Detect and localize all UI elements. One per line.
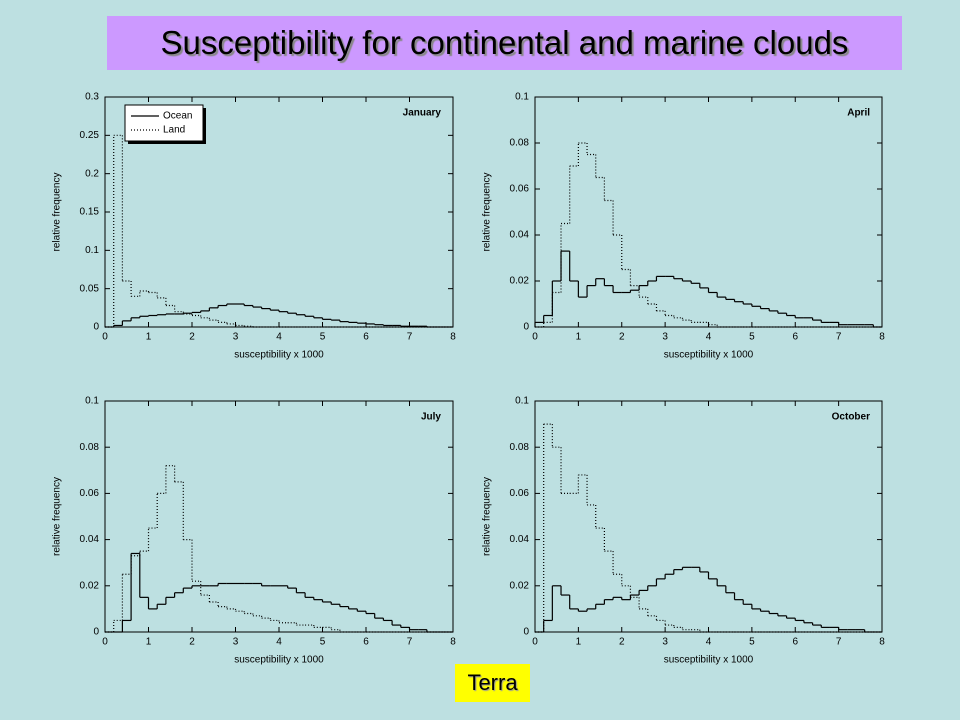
x-tick-label: 0	[532, 637, 538, 648]
legend	[124, 104, 204, 142]
x-axis-label: susceptibility x 1000	[234, 350, 324, 361]
y-tick-label: 0.08	[80, 442, 100, 453]
x-tick-label: 3	[662, 332, 668, 343]
x-tick-label: 8	[450, 332, 456, 343]
x-axis-label: susceptibility x 1000	[234, 655, 324, 666]
x-tick-label: 2	[189, 332, 195, 343]
plot-frame	[534, 400, 883, 633]
x-tick-label: 7	[836, 637, 842, 648]
x-tick-label: 3	[233, 332, 239, 343]
x-tick-label: 6	[792, 637, 798, 648]
y-tick-label: 0	[93, 322, 99, 333]
slide-title: Susceptibility for continental and marin…	[107, 16, 902, 70]
month-label: October	[832, 412, 870, 423]
x-tick-label: 4	[706, 637, 712, 648]
y-tick-label: 0.1	[85, 245, 99, 256]
y-tick-label: 0.06	[510, 488, 530, 499]
y-tick-label: 0.08	[510, 442, 530, 453]
y-tick-label: 0.02	[80, 580, 100, 591]
y-tick-label: 0.06	[510, 184, 530, 195]
x-tick-label: 3	[233, 637, 239, 648]
chart: 0 1 2 3 4 5 6 7 8 0 0.05 0.1 0.15 0.2 0.25 0.3 susceptib…	[52, 92, 457, 361]
chart: 0 1 2 3 4 5 6 7 8 0 0.02 0.04 0.06 0.08 0.1 susceptibil…	[482, 396, 886, 666]
y-tick-label: 0.1	[85, 396, 99, 407]
x-tick-label: 8	[879, 637, 885, 648]
x-axis-label: susceptibility x 1000	[664, 655, 754, 666]
y-axis-label: relative frequency	[482, 173, 493, 252]
y-tick-label: 0.04	[510, 230, 530, 241]
x-tick-label: 7	[407, 637, 413, 648]
y-tick-label: 0	[523, 322, 529, 333]
x-tick-label: 6	[792, 332, 798, 343]
y-tick-label: 0.02	[510, 580, 530, 591]
footer-label: Terra	[455, 664, 530, 702]
x-tick-label: 2	[619, 332, 625, 343]
x-tick-label: 8	[450, 637, 456, 648]
x-tick-label: 1	[576, 637, 582, 648]
x-tick-label: 1	[146, 637, 152, 648]
y-tick-label: 0.2	[85, 168, 99, 179]
y-tick-label: 0.1	[515, 92, 529, 103]
x-tick-label: 5	[320, 637, 326, 648]
x-tick-label: 7	[407, 332, 413, 343]
y-tick-label: 0.25	[80, 130, 100, 141]
y-tick-label: 0.02	[510, 276, 530, 287]
y-tick-label: 0.05	[80, 283, 100, 294]
x-tick-label: 5	[320, 332, 326, 343]
y-tick-label: 0	[523, 627, 529, 638]
month-label: April	[847, 108, 870, 119]
x-tick-label: 6	[363, 332, 369, 343]
x-tick-label: 2	[619, 637, 625, 648]
y-tick-label: 0.1	[515, 396, 529, 407]
y-tick-label: 0.04	[80, 534, 100, 545]
x-tick-label: 6	[363, 637, 369, 648]
x-tick-label: 5	[749, 332, 755, 343]
x-tick-label: 2	[189, 637, 195, 648]
y-axis-label: relative frequency	[52, 173, 63, 252]
x-tick-label: 4	[276, 637, 282, 648]
month-label: January	[403, 108, 442, 119]
plot-frame	[104, 400, 454, 633]
x-tick-label: 5	[749, 637, 755, 648]
y-tick-label: 0.06	[80, 488, 100, 499]
x-tick-label: 4	[276, 332, 282, 343]
y-tick-label: 0.3	[85, 92, 99, 103]
y-tick-label: 0.15	[80, 207, 100, 218]
y-axis-label: relative frequency	[482, 477, 493, 556]
x-tick-label: 7	[836, 332, 842, 343]
legend-label: Ocean	[163, 111, 192, 122]
month-label: July	[421, 412, 441, 423]
x-axis-label: susceptibility x 1000	[664, 350, 754, 361]
x-tick-label: 8	[879, 332, 885, 343]
x-tick-label: 1	[146, 332, 152, 343]
x-tick-label: 0	[102, 637, 108, 648]
chart: 0 1 2 3 4 5 6 7 8 0 0.02 0.04 0.06 0.08 0.1 susceptibil…	[52, 396, 457, 666]
x-tick-label: 1	[576, 332, 582, 343]
x-tick-label: 0	[102, 332, 108, 343]
legend-label: Land	[163, 125, 185, 136]
x-tick-label: 3	[662, 637, 668, 648]
y-axis-label: relative frequency	[52, 477, 63, 556]
y-tick-label: 0.04	[510, 534, 530, 545]
x-tick-label: 4	[706, 332, 712, 343]
y-tick-label: 0.08	[510, 138, 530, 149]
x-tick-label: 0	[532, 332, 538, 343]
chart: 0 1 2 3 4 5 6 7 8 0 0.02 0.04 0.06 0.08 0.1 susceptibil…	[482, 92, 886, 361]
y-tick-label: 0	[93, 627, 99, 638]
